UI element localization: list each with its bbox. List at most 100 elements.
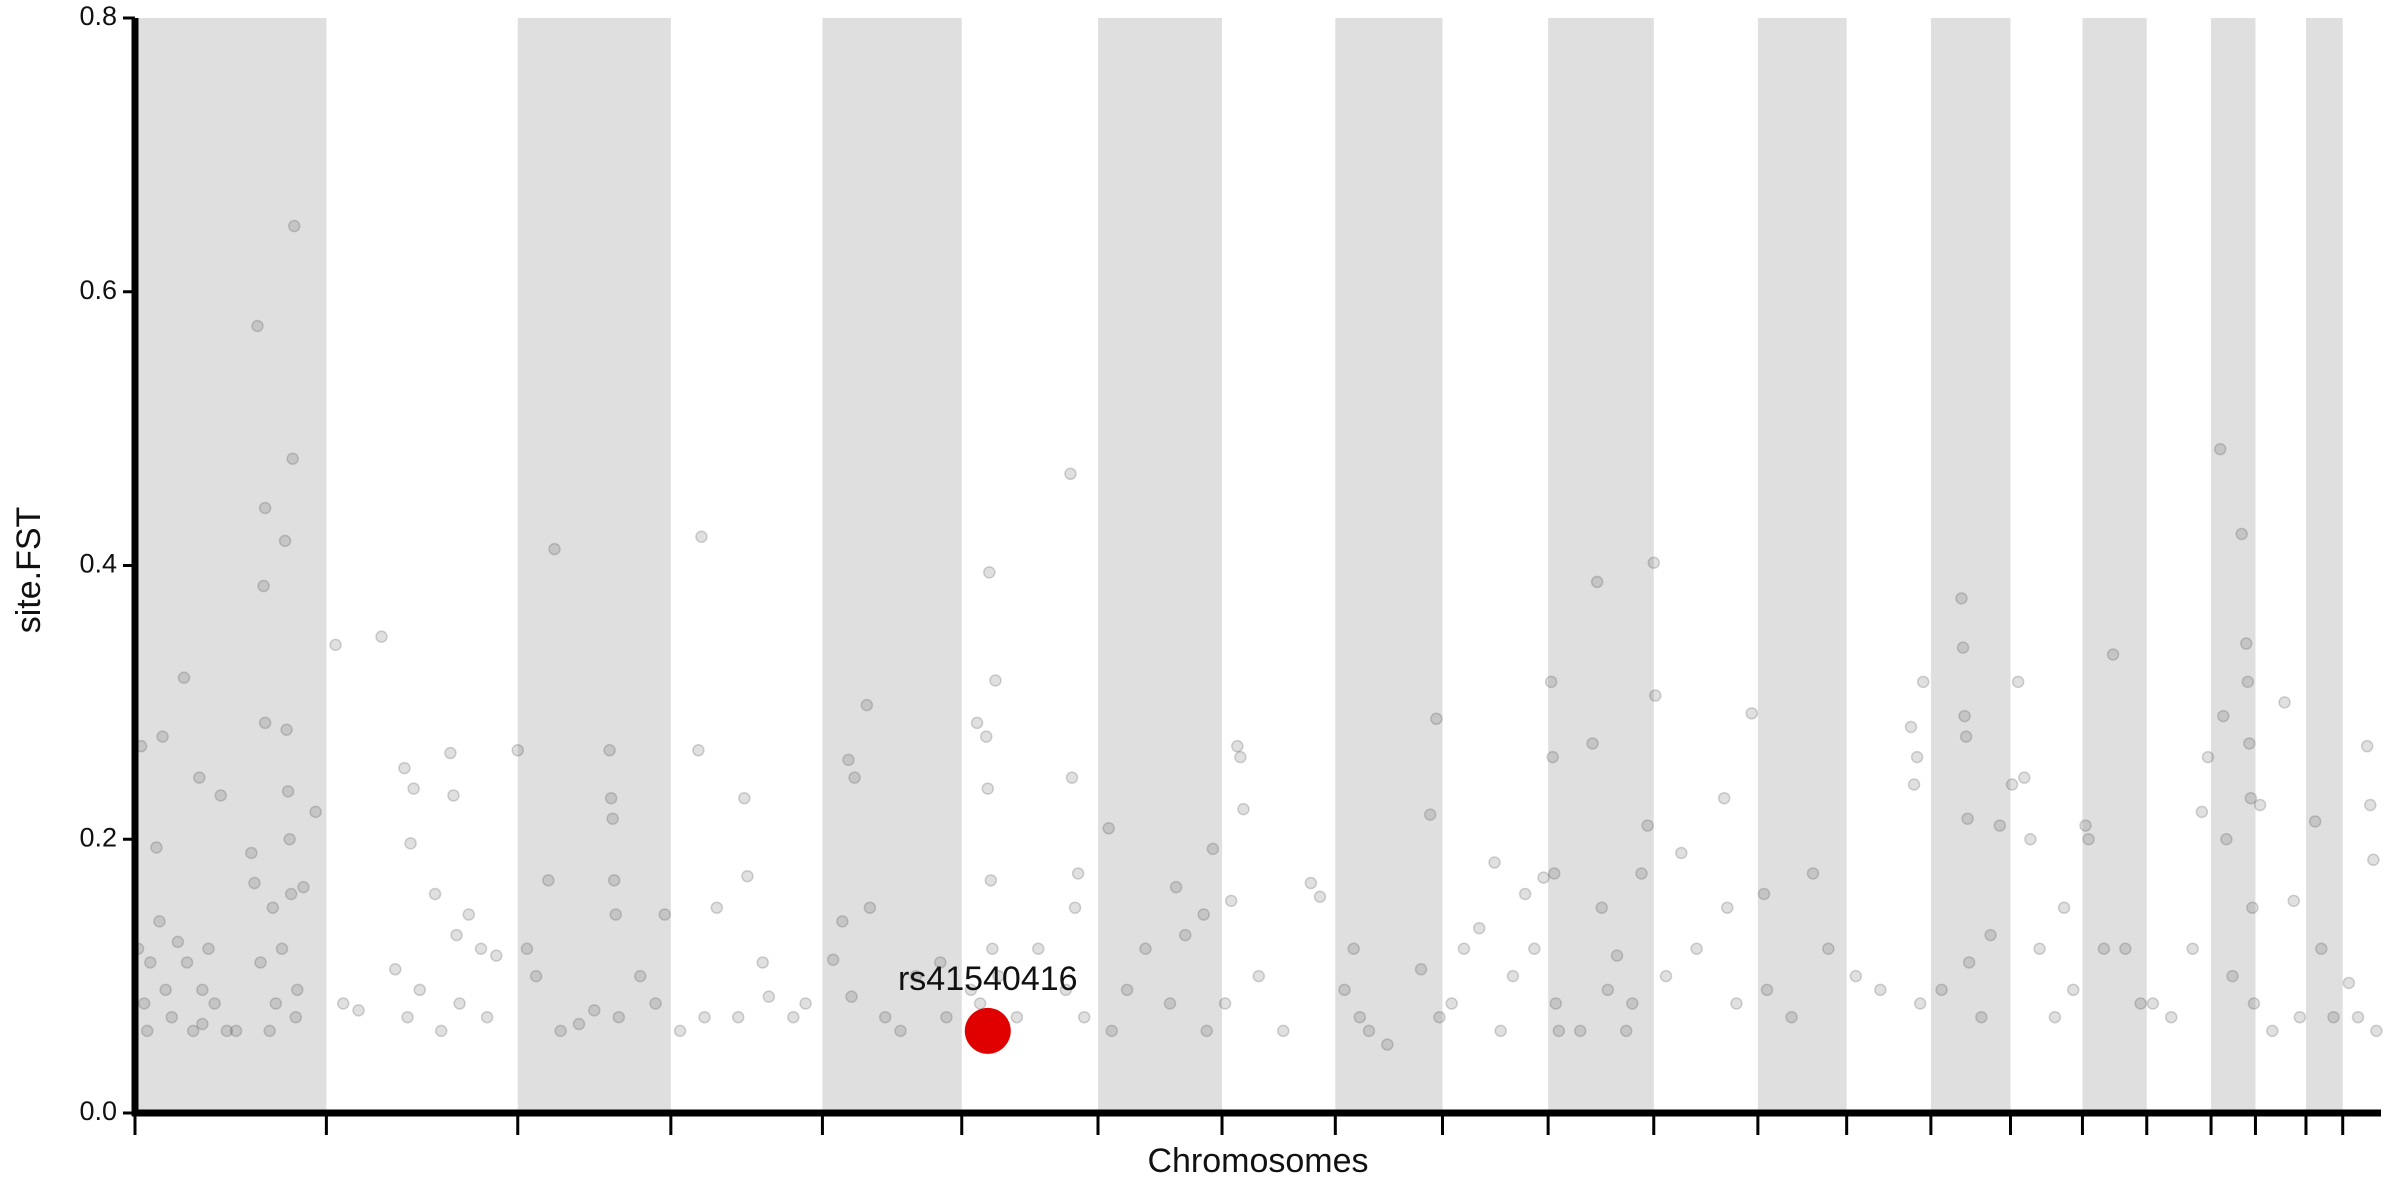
x-axis-label: Chromosomes: [1147, 1142, 1368, 1180]
point: [1595, 901, 1608, 914]
point: [2186, 942, 2199, 955]
point: [1601, 983, 1615, 997]
point: [144, 956, 157, 969]
point: [196, 1017, 209, 1031]
point: [2201, 750, 2215, 764]
point: [2213, 442, 2227, 456]
point: [2241, 675, 2255, 689]
point: [1231, 739, 1244, 753]
point: [1105, 1024, 1119, 1038]
point: [710, 901, 724, 914]
point: [1200, 1024, 1213, 1038]
point: [1910, 750, 1924, 764]
point: [1959, 730, 1973, 743]
point: [1102, 822, 1115, 835]
point: [1690, 942, 1703, 955]
point: [202, 942, 215, 955]
point: [287, 219, 301, 233]
point: [2370, 1024, 2383, 1038]
point: [836, 915, 849, 928]
point: [1641, 819, 1654, 832]
y-tick-label: 0.0: [79, 1096, 117, 1126]
point: [973, 997, 987, 1010]
point: [1032, 942, 1045, 955]
point: [2057, 901, 2071, 914]
point: [1913, 997, 1927, 1010]
point: [1619, 1024, 1633, 1038]
point: [1218, 997, 1232, 1010]
point: [1423, 808, 1437, 821]
point: [278, 534, 292, 548]
axes: 0.0 0.2 0.4 0.6 0.8: [79, 1, 2381, 1135]
point: [180, 956, 194, 969]
point: [165, 1010, 178, 1024]
point: [1552, 1024, 1566, 1038]
chromosome-band: [2305, 18, 2343, 1113]
point: [2266, 1024, 2279, 1038]
point: [983, 566, 996, 579]
point: [258, 716, 272, 730]
point: [2247, 997, 2261, 1010]
point: [309, 805, 322, 819]
point: [2243, 737, 2256, 750]
point: [1457, 942, 1471, 955]
point: [979, 730, 993, 743]
point: [940, 1010, 953, 1024]
point: [2048, 1010, 2062, 1024]
point: [1528, 942, 1541, 955]
point: [1610, 949, 1624, 962]
point: [1065, 771, 1079, 784]
point: [1071, 867, 1085, 880]
point: [1139, 942, 1152, 955]
point: [286, 452, 299, 465]
point: [413, 983, 427, 997]
point: [1745, 707, 1759, 720]
y-tick-label: 0.8: [79, 1, 117, 31]
point: [2235, 527, 2248, 541]
point: [291, 983, 304, 997]
point: [878, 1010, 892, 1024]
point: [2226, 969, 2239, 983]
point: [1544, 675, 1558, 689]
point: [297, 880, 310, 894]
point: [1956, 641, 1970, 654]
point: [2308, 815, 2322, 828]
point: [604, 791, 618, 805]
point: [214, 789, 227, 802]
point: [511, 744, 525, 757]
point: [2287, 894, 2300, 908]
point: [208, 997, 221, 1010]
point: [649, 997, 662, 1010]
point: [2195, 805, 2209, 819]
point: [826, 953, 840, 966]
point: [2097, 942, 2111, 955]
point: [2327, 1010, 2340, 1024]
point: [407, 782, 420, 795]
point: [984, 874, 998, 887]
point: [860, 698, 874, 712]
point: [863, 901, 877, 914]
point: [1574, 1024, 1587, 1038]
point: [1537, 871, 1550, 884]
chromosome-bands: [135, 18, 2343, 1113]
point: [280, 723, 293, 736]
point: [269, 997, 283, 1010]
point: [258, 501, 272, 515]
point: [787, 1010, 800, 1024]
point: [1347, 942, 1360, 955]
point: [186, 1024, 200, 1038]
point: [2011, 675, 2025, 689]
point: [909, 969, 923, 983]
point: [2342, 976, 2356, 990]
point: [150, 841, 163, 854]
point: [2018, 771, 2031, 784]
point: [2146, 997, 2160, 1010]
y-tick-label: 0.4: [79, 549, 117, 579]
point: [848, 771, 861, 784]
highlight-label: rs41540416: [898, 960, 1078, 998]
point: [1635, 867, 1648, 880]
point: [1935, 983, 1948, 997]
y-tick-label: 0.6: [79, 275, 117, 305]
point: [1730, 997, 1743, 1010]
